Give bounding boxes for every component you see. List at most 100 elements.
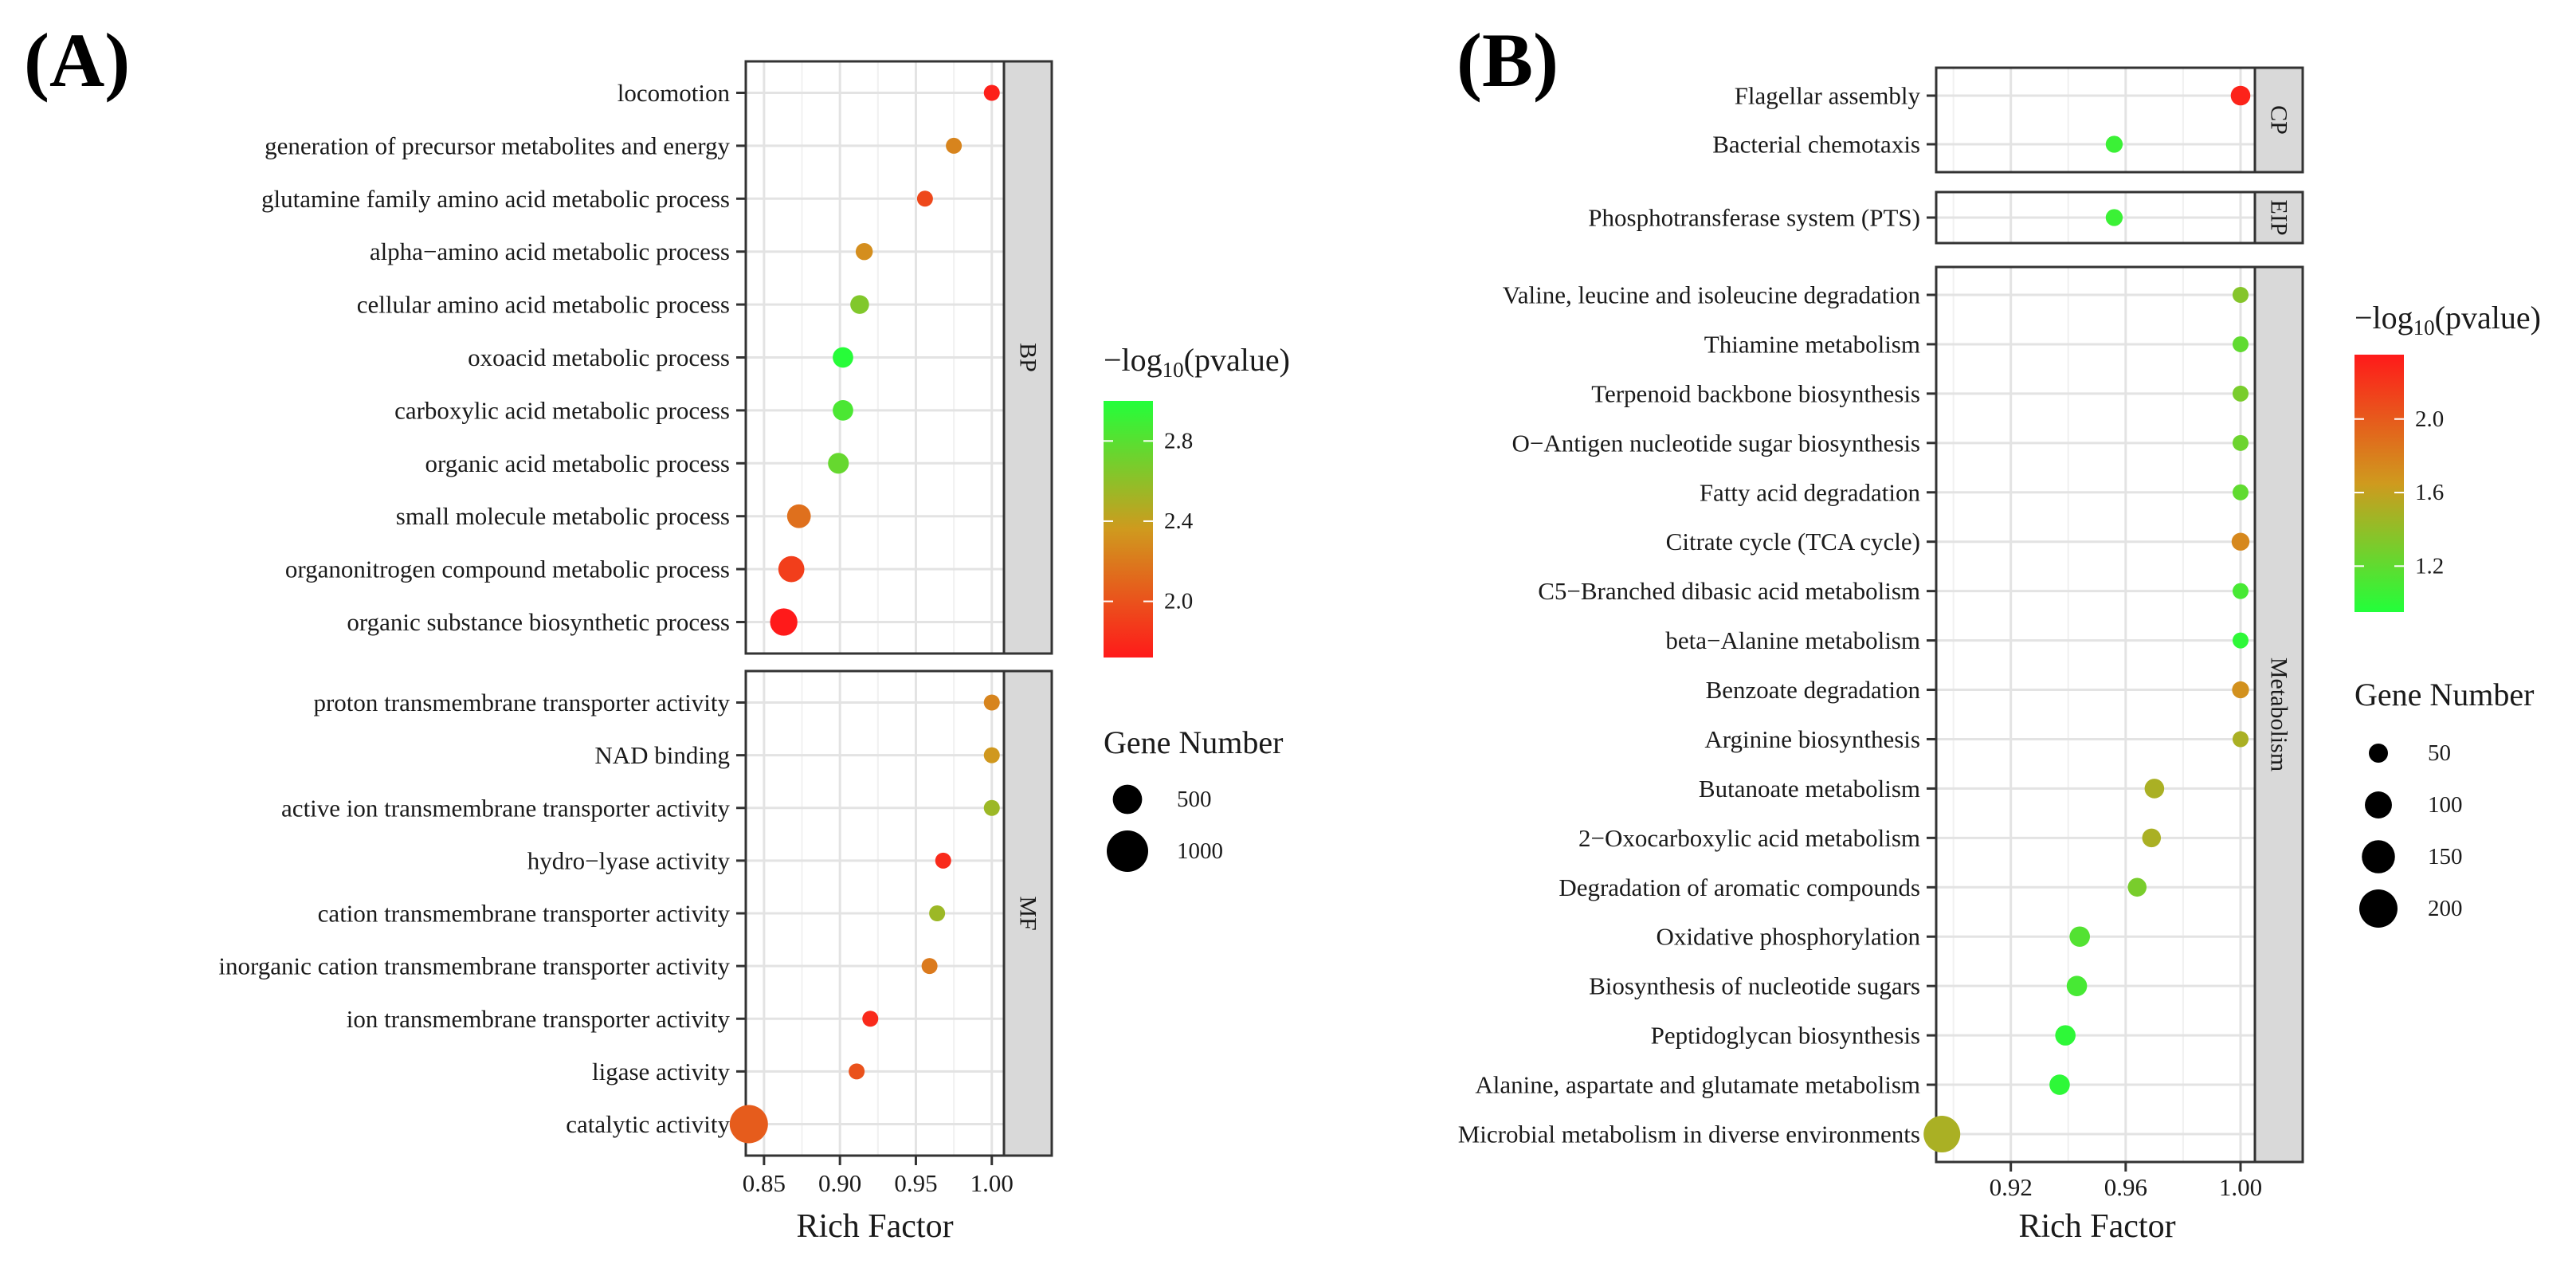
plot-background [1936, 267, 2255, 1162]
data-point [2232, 731, 2249, 748]
y-tick-label: active ion transmembrane transporter act… [281, 794, 730, 822]
facet-strip [2253, 265, 2304, 1164]
color-legend: −log10(pvalue) 1.2 1.6 2.0 [2354, 300, 2541, 612]
facet-strip [1002, 669, 1053, 1157]
x-tick-label: 0.92 [1990, 1173, 2033, 1201]
y-tick-label: inorganic cation transmembrane transport… [218, 952, 730, 980]
y-tick-label: Oxidative phosphorylation [1657, 923, 1921, 951]
y-tick-label: 2−Oxocarboxylic acid metabolism [1578, 824, 1920, 852]
data-point [2232, 484, 2249, 500]
y-tick-label: Thiamine metabolism [1704, 330, 1920, 358]
x-tick-label: 1.00 [970, 1169, 1014, 1197]
data-point [833, 347, 853, 368]
y-tick-label: organic acid metabolic process [425, 449, 730, 477]
y-tick-label: glutamine family amino acid metabolic pr… [261, 185, 730, 213]
data-point [850, 295, 869, 314]
size-legend-label: 1000 [1177, 838, 1223, 864]
color-legend-bar [1104, 401, 1153, 658]
size-legend-title: Gene Number [2354, 677, 2534, 712]
data-point [770, 608, 798, 636]
size-legend-label: 200 [2428, 896, 2463, 921]
x-axis-title: Rich Factor [796, 1208, 953, 1245]
data-point [2049, 1074, 2070, 1095]
y-tick-label: Microbial metabolism in diverse environm… [1458, 1121, 1920, 1148]
data-point [855, 242, 873, 261]
data-point [2105, 135, 2123, 153]
x-tick-label: 0.90 [818, 1169, 861, 1197]
y-tick-label: hydro−lyase activity [527, 846, 731, 874]
color-legend-title: −log10(pvalue) [2354, 300, 2541, 340]
y-tick-label: cation transmembrane transporter activit… [318, 900, 731, 928]
data-point [983, 747, 1000, 764]
x-tick-label: 1.00 [2219, 1173, 2262, 1201]
size-legend-label: 500 [1177, 787, 1212, 812]
color-legend-tick-label: 2.0 [2415, 406, 2444, 432]
size-legend-marker [1107, 830, 1148, 872]
data-point [2232, 583, 2249, 599]
y-tick-label: Biosynthesis of nucleotide sugars [1589, 972, 1920, 1000]
y-tick-label: Degradation of aromatic compounds [1559, 873, 1920, 901]
facet-strip [2253, 66, 2304, 174]
data-point [983, 694, 1000, 711]
data-point [2127, 877, 2147, 897]
data-point [2230, 85, 2251, 106]
size-legend-label: 150 [2428, 844, 2463, 869]
facet-eip: EIP Phosphotransferase system (PTS) [1588, 190, 2304, 245]
y-tick-label: Flagellar assembly [1735, 82, 1921, 110]
data-point [786, 504, 811, 528]
data-point [2232, 632, 2249, 649]
y-tick-label: oxoacid metabolic process [468, 343, 730, 371]
color-legend-tick-label: 1.6 [2415, 480, 2444, 505]
data-point [849, 1063, 865, 1080]
data-point [983, 799, 1000, 816]
facet-metabolism: Metabolism Valine, leucine and isoleucine… [1458, 265, 2304, 1164]
y-tick-label: cellular amino acid metabolic process [357, 291, 730, 319]
color-legend-tick-label: 1.2 [2415, 553, 2444, 579]
y-tick-label: Arginine biosynthesis [1704, 725, 1920, 753]
data-point [828, 453, 849, 474]
data-point [916, 190, 933, 207]
panel-b-label: (B) [1457, 18, 1559, 103]
data-point [1923, 1116, 1961, 1152]
data-point [2069, 926, 2090, 948]
y-tick-label: C5−Branched dibasic acid metabolism [1538, 577, 1920, 605]
y-tick-label: proton transmembrane transporter activit… [313, 689, 730, 716]
facet-strip-label: BP [1015, 343, 1041, 372]
facet-strip-label: Metabolism [2266, 658, 2292, 771]
data-point [2066, 975, 2088, 996]
y-tick-label: beta−Alanine metabolism [1665, 626, 1920, 654]
color-legend-tick-label: 2.4 [1164, 508, 1194, 534]
data-point [2144, 779, 2165, 799]
data-point [2105, 209, 2123, 226]
data-point [2232, 336, 2249, 352]
y-tick-label: NAD binding [594, 741, 730, 769]
size-legend-marker [2365, 791, 2392, 818]
data-point [778, 555, 805, 583]
facet-strip [1002, 60, 1053, 655]
chart-panel-b: CP Flagellar assembly Bacterial chemotaxis… [1458, 66, 2541, 1245]
panel-a-label: (A) [24, 18, 130, 103]
data-point [2055, 1025, 2076, 1046]
data-point [862, 1011, 879, 1027]
chart-panel-a: BP locomotion generation of precursor meta… [218, 60, 1290, 1245]
y-tick-label: locomotion [618, 79, 731, 107]
y-tick-label: alpha−amino acid metabolic process [370, 237, 730, 265]
size-legend-marker [2362, 840, 2395, 873]
data-point [983, 84, 1000, 101]
y-tick-label: Citrate cycle (TCA cycle) [1666, 528, 1920, 555]
y-tick-label: Phosphotransferase system (PTS) [1588, 204, 1920, 232]
y-tick-label: ion transmembrane transporter activity [347, 1005, 731, 1033]
data-point [2232, 681, 2249, 699]
y-tick-label: Valine, leucine and isoleucine degradati… [1503, 281, 1921, 309]
x-tick-label: 0.96 [2104, 1173, 2147, 1201]
data-point [2231, 532, 2250, 551]
facet-strip-label: MF [1015, 896, 1041, 930]
y-tick-label: ligase activity [592, 1058, 731, 1085]
data-point [833, 400, 853, 421]
size-legend-label: 100 [2428, 792, 2463, 818]
data-point [2142, 828, 2162, 848]
data-point [929, 905, 946, 921]
y-tick-label: Butanoate metabolism [1699, 775, 1920, 803]
facet-bp: BP locomotion generation of precursor meta… [261, 60, 1053, 655]
data-point [2232, 286, 2249, 304]
